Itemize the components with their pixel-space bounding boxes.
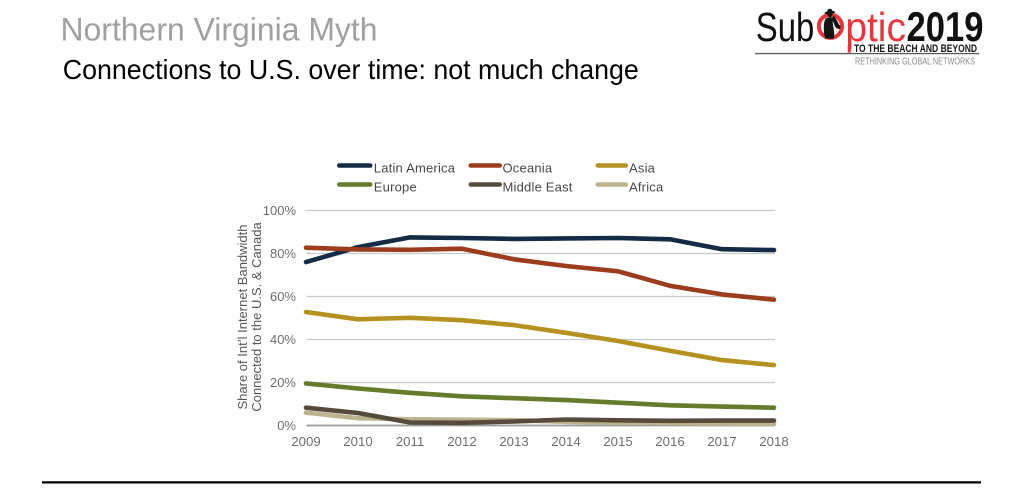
svg-text:ptic: ptic bbox=[845, 4, 906, 50]
svg-text:2019: 2019 bbox=[907, 3, 984, 50]
svg-text:Middle East: Middle East bbox=[503, 179, 573, 194]
svg-text:2018: 2018 bbox=[759, 434, 788, 449]
svg-text:TO THE BEACH AND BEYOND: TO THE BEACH AND BEYOND bbox=[854, 43, 977, 55]
svg-text:2012: 2012 bbox=[447, 434, 476, 449]
svg-text:40%: 40% bbox=[270, 332, 296, 347]
svg-text:Asia: Asia bbox=[629, 160, 656, 175]
svg-text:Connections to U.S. over time:: Connections to U.S. over time: not much … bbox=[63, 54, 639, 85]
svg-text:2009: 2009 bbox=[291, 434, 320, 449]
svg-text:80%: 80% bbox=[270, 246, 296, 261]
svg-text:Europe: Europe bbox=[374, 179, 417, 194]
svg-text:Share of Int’l Internet Bandwi: Share of Int’l Internet Bandwidth bbox=[235, 224, 250, 409]
svg-text:20%: 20% bbox=[270, 375, 296, 390]
svg-text:0%: 0% bbox=[277, 418, 296, 433]
svg-text:RETHINKING GLOBAL NETWORKS: RETHINKING GLOBAL NETWORKS bbox=[855, 57, 975, 68]
svg-text:100%: 100% bbox=[263, 203, 297, 218]
svg-text:2013: 2013 bbox=[499, 434, 528, 449]
svg-text:2017: 2017 bbox=[707, 434, 736, 449]
svg-text:2014: 2014 bbox=[551, 434, 580, 449]
svg-text:2010: 2010 bbox=[343, 434, 372, 449]
svg-text:2016: 2016 bbox=[655, 434, 684, 449]
svg-text:Africa: Africa bbox=[629, 179, 664, 194]
svg-text:Sub: Sub bbox=[756, 4, 815, 50]
svg-text:Latin America: Latin America bbox=[374, 160, 456, 175]
svg-text:Connected to the U.S. & Canada: Connected to the U.S. & Canada bbox=[249, 222, 264, 412]
svg-text:60%: 60% bbox=[270, 289, 296, 304]
svg-text:2015: 2015 bbox=[603, 434, 632, 449]
svg-text:Northern Virginia Myth: Northern Virginia Myth bbox=[61, 12, 378, 48]
svg-text:Oceania: Oceania bbox=[503, 160, 553, 175]
svg-text:2011: 2011 bbox=[396, 434, 424, 449]
